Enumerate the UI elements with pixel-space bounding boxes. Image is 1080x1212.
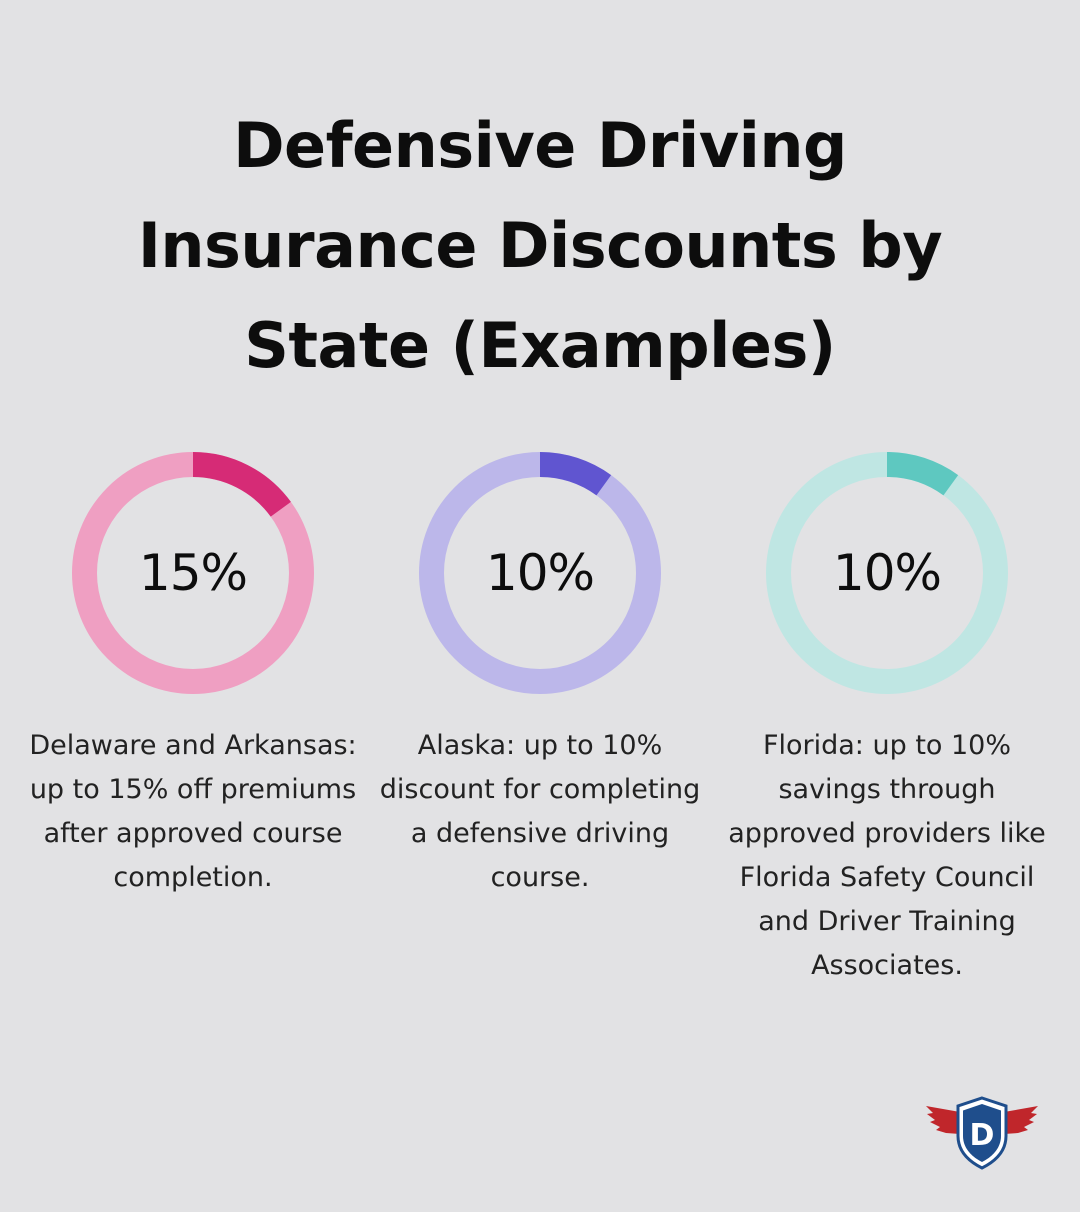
stat-description: Alaska: up to 10% discount for completin…	[379, 730, 701, 893]
donut-value-label: 10%	[832, 544, 942, 602]
stat-description: Delaware and Arkansas: up to 15% off pre…	[29, 730, 357, 893]
donut-chart	[766, 452, 1008, 694]
logo-letter: D	[970, 1118, 995, 1153]
donut-value-label: 10%	[485, 544, 595, 602]
shield-inner	[963, 1104, 1001, 1162]
wings-icon	[926, 1106, 1038, 1134]
donut-chart	[419, 452, 661, 694]
donut-value-arc	[766, 452, 1008, 694]
page-title: Defensive Driving Insurance Discounts by…	[137, 109, 943, 382]
shield-wings-logo-icon: D	[926, 1096, 1038, 1170]
stat-description: Florida: up to 10% savings through appro…	[728, 730, 1046, 981]
donut-value-arc	[419, 452, 661, 694]
donut-chart	[72, 452, 314, 694]
donut-value-arc	[72, 452, 314, 694]
donut-value-label: 15%	[138, 544, 248, 602]
